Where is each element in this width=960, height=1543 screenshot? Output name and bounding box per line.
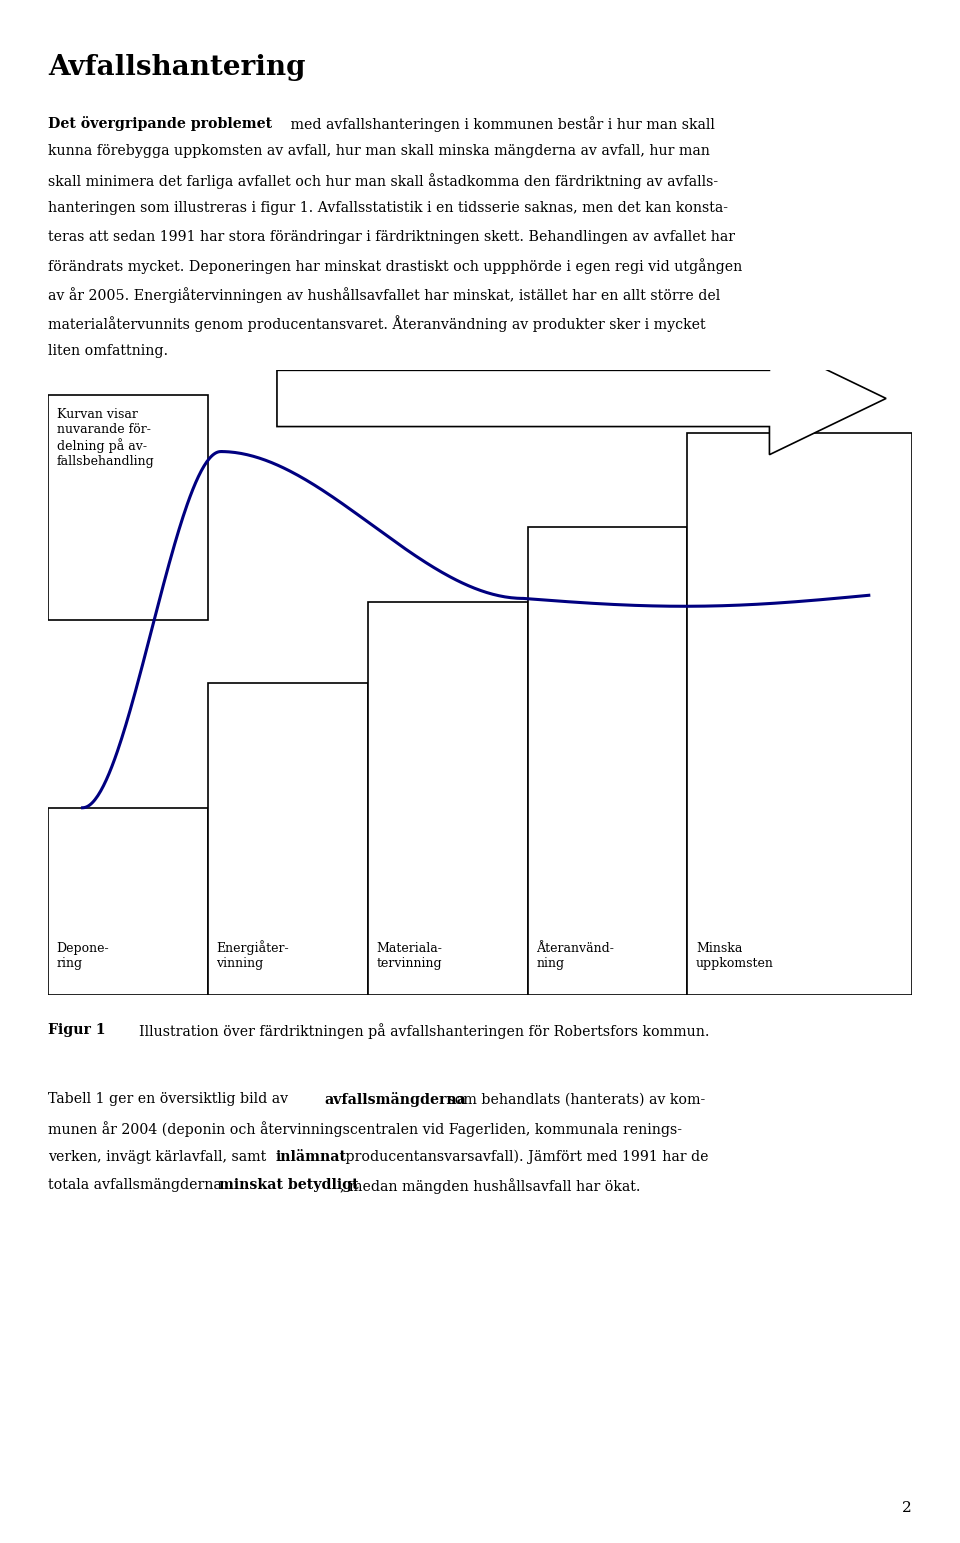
Text: Avfallshantering: Avfallshantering — [48, 54, 305, 80]
Text: Kurvan visar
nuvarande för-
delning på av-
fallsbehandling: Kurvan visar nuvarande för- delning på a… — [57, 407, 155, 468]
Bar — [528, 526, 687, 995]
Text: , medan mängden hushållsavfall har ökat.: , medan mängden hushållsavfall har ökat. — [340, 1179, 640, 1194]
Text: producentansvarsavfall). Jämfört med 1991 har de: producentansvarsavfall). Jämfört med 199… — [341, 1150, 708, 1163]
Bar — [207, 682, 368, 995]
Text: Figur 1: Figur 1 — [48, 1023, 106, 1037]
Text: 2: 2 — [902, 1501, 912, 1515]
Text: teras att sedan 1991 har stora förändringar i färdriktningen skett. Behandlingen: teras att sedan 1991 har stora förändrin… — [48, 230, 735, 244]
Text: kunna förebygga uppkomsten av avfall, hur man skall minska mängderna av avfall, : kunna förebygga uppkomsten av avfall, hu… — [48, 143, 709, 159]
Text: Depone-
ring: Depone- ring — [57, 943, 109, 971]
Polygon shape — [277, 343, 886, 455]
Text: minskat betydligt: minskat betydligt — [219, 1179, 358, 1193]
Text: inlämnat: inlämnat — [276, 1150, 347, 1163]
Text: verken, invägt kärlavfall, samt: verken, invägt kärlavfall, samt — [48, 1150, 271, 1163]
Text: Återanvänd-
ning: Återanvänd- ning — [536, 943, 614, 971]
Bar — [368, 602, 528, 995]
Text: Materiala-
tervinning: Materiala- tervinning — [376, 943, 443, 971]
Text: liten omfattning.: liten omfattning. — [48, 344, 168, 358]
Text: med avfallshanteringen i kommunen består i hur man skall: med avfallshanteringen i kommunen består… — [286, 116, 715, 131]
Text: som behandlats (hanterats) av kom-: som behandlats (hanterats) av kom- — [443, 1092, 705, 1106]
Text: Tabell 1 ger en översiktlig bild av: Tabell 1 ger en översiktlig bild av — [48, 1092, 293, 1106]
Text: Illustration över färdriktningen på avfallshanteringen för Robertsfors kommun.: Illustration över färdriktningen på avfa… — [139, 1023, 709, 1038]
Text: skall minimera det farliga avfallet och hur man skall åstadkomma den färdriktnin: skall minimera det farliga avfallet och … — [48, 173, 718, 188]
Text: av år 2005. Energiåtervinningen av hushållsavfallet har minskat, istället har en: av år 2005. Energiåtervinningen av hushå… — [48, 287, 720, 302]
Text: Det övergripande problemet: Det övergripande problemet — [48, 116, 272, 131]
Text: hanteringen som illustreras i figur 1. Avfallsstatistik i en tidsserie saknas, m: hanteringen som illustreras i figur 1. A… — [48, 201, 728, 216]
Text: Energiåter-
vinning: Energiåter- vinning — [217, 940, 289, 971]
Text: avfallsmängderna: avfallsmängderna — [324, 1092, 467, 1108]
Bar — [687, 432, 912, 995]
Bar — [48, 395, 207, 620]
Text: totala avfallsmängderna: totala avfallsmängderna — [48, 1179, 227, 1193]
Text: munen år 2004 (deponin och återvinningscentralen vid Fagerliden, kommunala renin: munen år 2004 (deponin och återvinningsc… — [48, 1120, 682, 1137]
Bar — [48, 809, 207, 995]
Text: materialåtervunnits genom producentansvaret. Återanvändning av produkter sker i : materialåtervunnits genom producentansva… — [48, 315, 706, 332]
Text: Minska
uppkomsten: Minska uppkomsten — [696, 943, 774, 971]
Text: förändrats mycket. Deponeringen har minskat drastiskt och uppphörde i egen regi : förändrats mycket. Deponeringen har mins… — [48, 258, 742, 275]
